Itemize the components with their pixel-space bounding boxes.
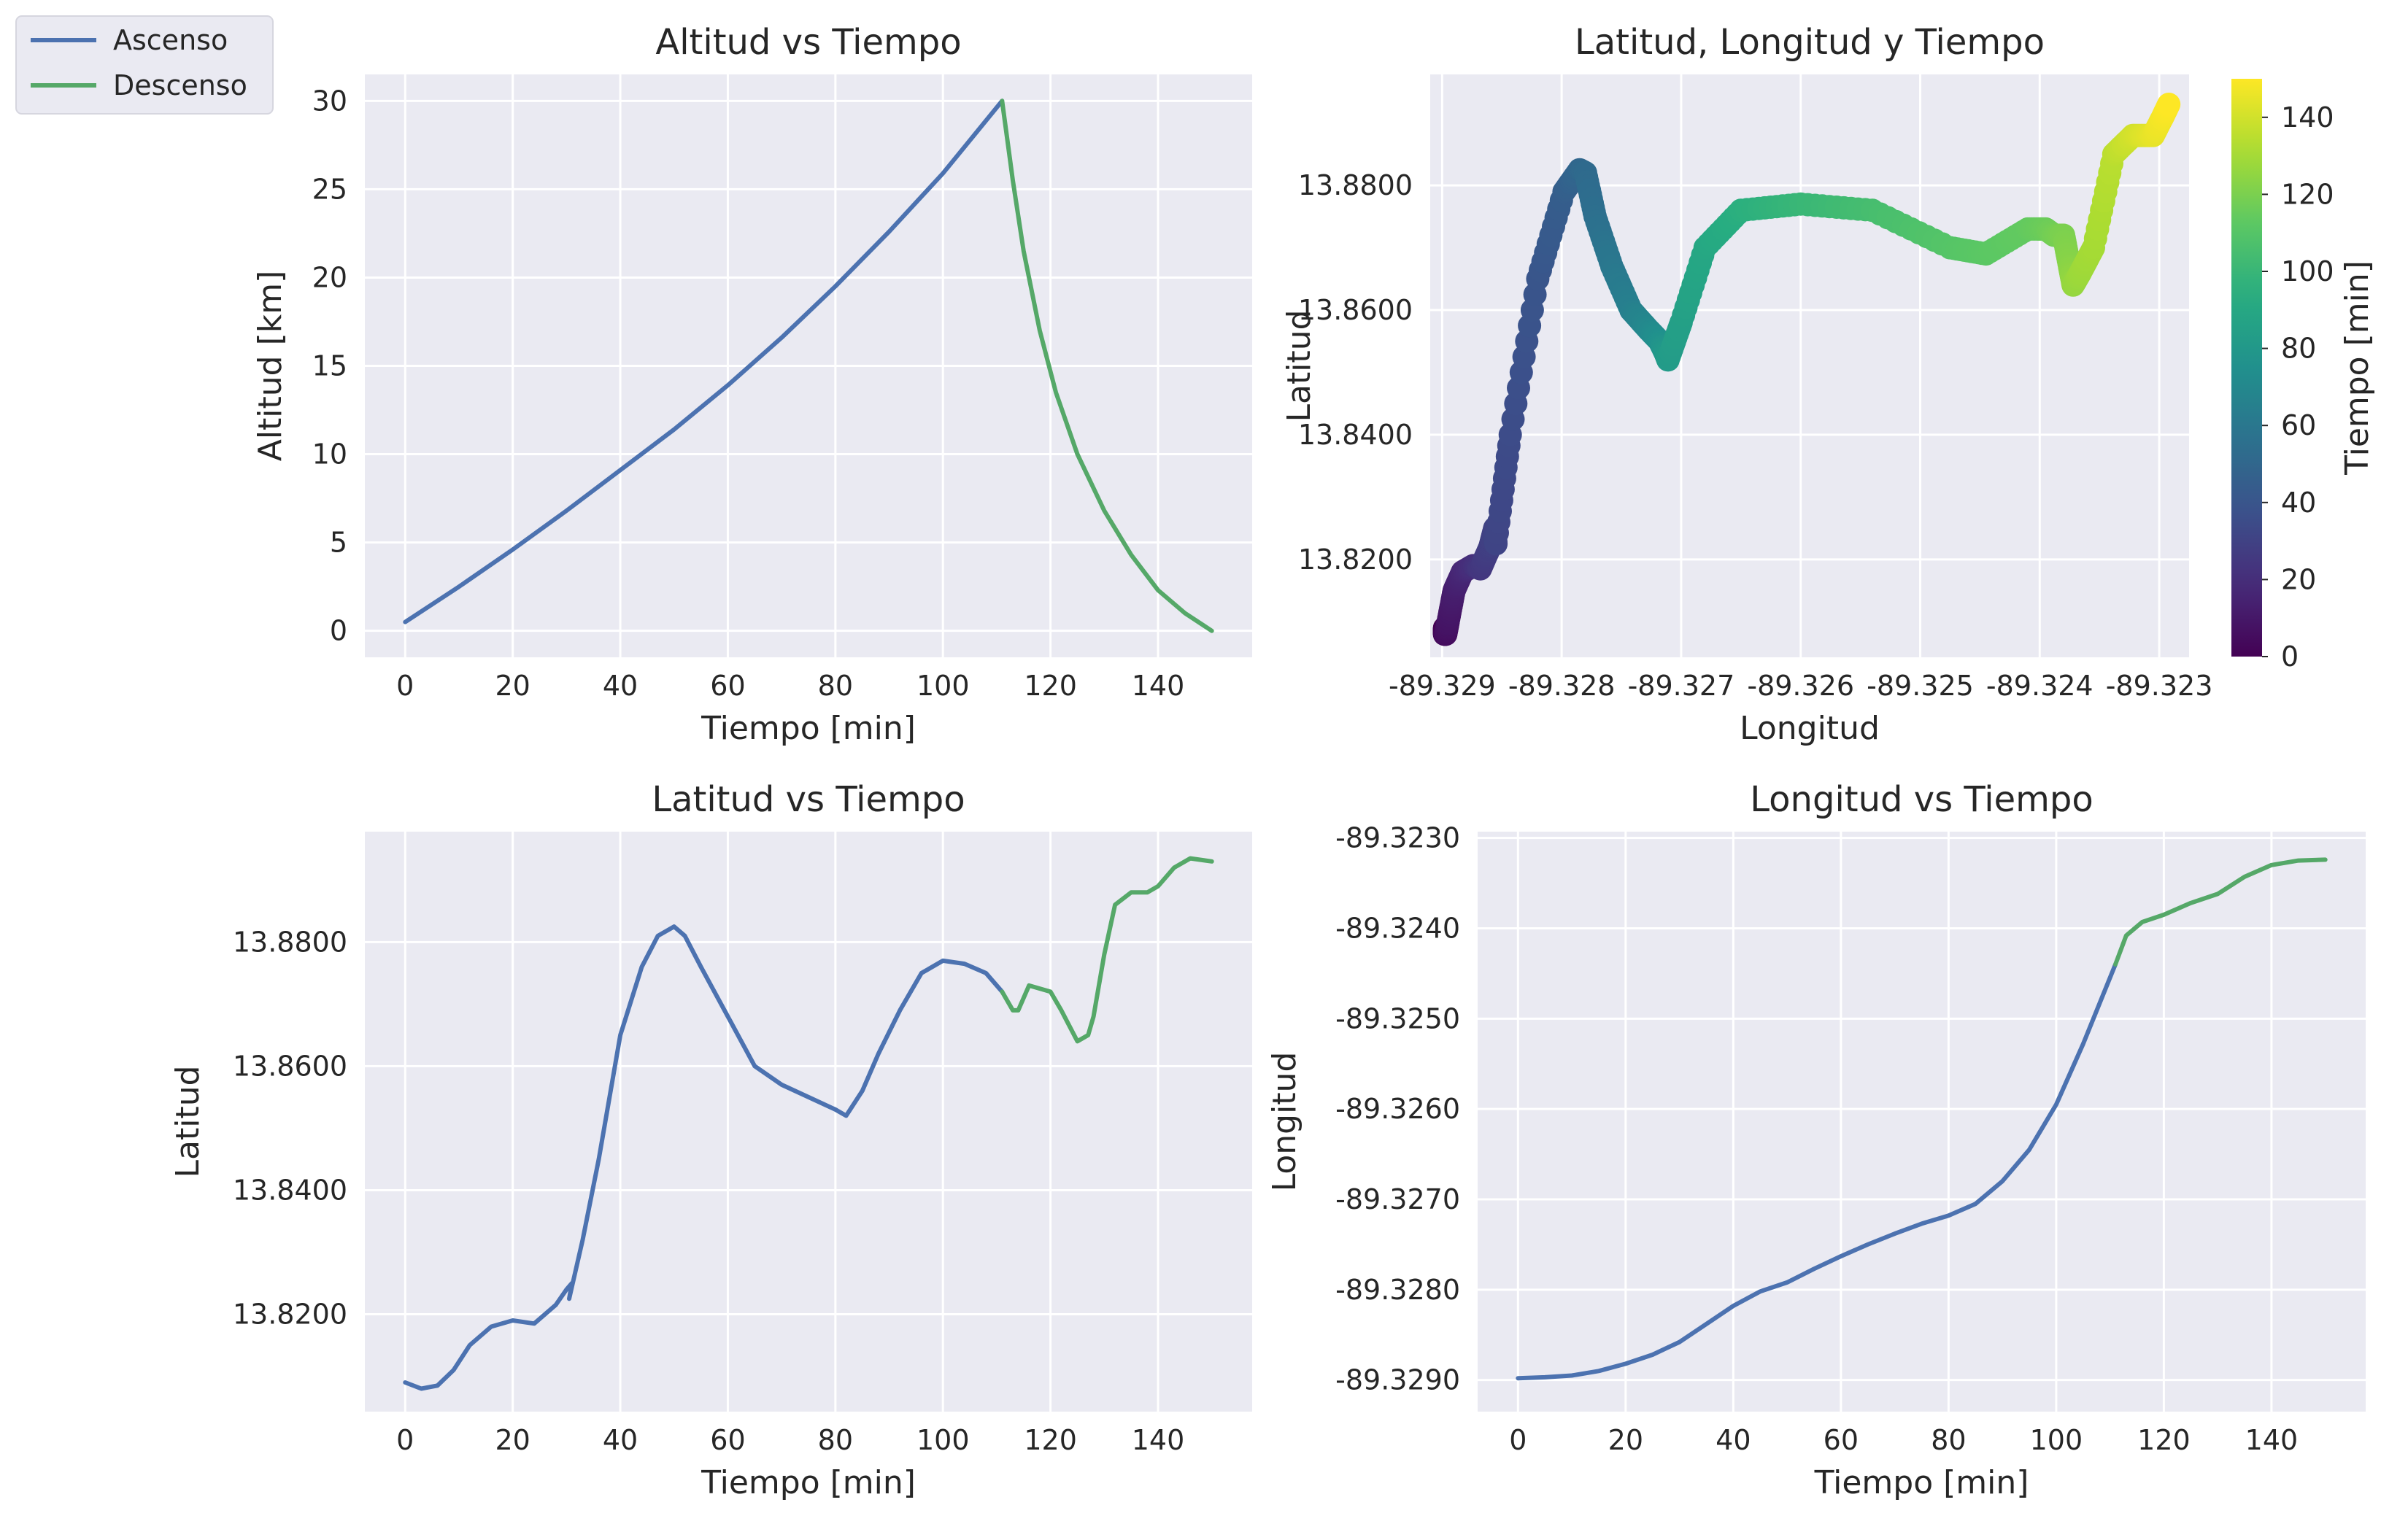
series-line-descenso: [2113, 857, 2328, 967]
series-line-ascenso: [403, 924, 1005, 1391]
series-line-ascenso: [1516, 962, 2118, 1381]
x-tick-label: 40: [603, 1424, 638, 1456]
x-tick-label: -89.329: [1389, 670, 1496, 702]
x-tick-label: 100: [916, 670, 970, 702]
x-tick-label: 60: [1824, 1424, 1859, 1456]
x-tick-label: -89.324: [1986, 670, 2094, 702]
x-tick-label: -89.326: [1747, 670, 1854, 702]
plot-area: [1478, 832, 2366, 1412]
x-tick-label: 0: [1509, 1424, 1527, 1456]
y-tick-label: 20: [312, 261, 347, 293]
x-tick-label: 20: [1608, 1424, 1643, 1456]
y-tick-label: 13.8200: [233, 1299, 347, 1331]
colorbar-tick-label: 20: [2281, 563, 2316, 595]
legend-label: Descenso: [113, 69, 247, 101]
x-tick-label: 120: [1024, 670, 1077, 702]
colorbar-tick-label: 80: [2281, 333, 2316, 365]
legend: Ascenso Descenso: [15, 15, 274, 115]
chart-title: Altitud vs Tiempo: [655, 22, 961, 63]
colorbar-tick-label: 140: [2281, 101, 2334, 134]
y-axis-label: Altitud [km]: [252, 271, 289, 462]
y-tick-label: -89.3250: [1335, 1002, 1460, 1034]
x-tick-label: 100: [916, 1424, 970, 1456]
y-axis-label: Latitud: [1281, 309, 1318, 422]
scatter-point: [2157, 93, 2181, 116]
x-tick-label: -89.328: [1508, 670, 1616, 702]
y-axis-label: Longitud: [1266, 1052, 1303, 1192]
y-tick-label: -89.3270: [1335, 1183, 1460, 1215]
x-tick-label: 140: [2245, 1424, 2299, 1456]
chart-longitud: 0 20 40 60 80 100 120 140 -89.3290 -89.3280 -89.32…: [1266, 779, 2366, 1501]
chart-title: Latitud, Longitud y Tiempo: [1575, 22, 2045, 63]
chart-latlon: -89.329 -89.328 -89.327 -89.326 -89.325 -89.3…: [1281, 22, 2376, 747]
legend-label: Ascenso: [113, 24, 228, 56]
x-tick-label: 40: [603, 670, 638, 702]
x-tick-label: 140: [1132, 670, 1185, 702]
y-tick-label: -89.3280: [1335, 1274, 1460, 1306]
y-tick-label: -89.3260: [1335, 1093, 1460, 1125]
x-tick-label: 80: [818, 1424, 853, 1456]
y-tick-label: 13.8800: [233, 926, 347, 958]
x-tick-label: 140: [1132, 1424, 1185, 1456]
y-tick-label: 10: [312, 438, 347, 471]
y-tick-label: 5: [330, 527, 347, 559]
colorbar: 0 20 40 60 80 100 120 140 Tiempo [min]: [2231, 79, 2376, 673]
y-tick-label: 13.8600: [233, 1050, 347, 1082]
x-tick-label: 80: [818, 670, 853, 702]
x-tick-label: 20: [495, 670, 530, 702]
colorbar-tick-label: 60: [2281, 409, 2316, 441]
y-tick-label: 13.8600: [1298, 294, 1413, 326]
x-tick-label: 120: [2137, 1424, 2191, 1456]
y-tick-label: 13.8400: [1298, 419, 1413, 451]
x-axis-label: Tiempo [min]: [1814, 1464, 2029, 1501]
x-tick-label: 100: [2030, 1424, 2083, 1456]
y-tick-label: 0: [330, 615, 347, 647]
y-axis-label: Latitud: [169, 1065, 207, 1177]
y-tick-label: 15: [312, 350, 347, 382]
x-axis-label: Tiempo [min]: [701, 1464, 916, 1501]
x-tick-label: 20: [495, 1424, 530, 1456]
x-tick-label: -89.327: [1628, 670, 1735, 702]
x-axis-label: Tiempo [min]: [701, 710, 916, 747]
series-line-descenso: [1000, 856, 1214, 1044]
x-tick-label: 60: [710, 670, 745, 702]
x-axis-label: Longitud: [1740, 710, 1880, 747]
x-tick-label: 0: [396, 1424, 414, 1456]
x-tick-label: -89.325: [1867, 670, 1974, 702]
colorbar-tick-label: 40: [2281, 487, 2316, 519]
colorbar-tick-label: 0: [2281, 641, 2299, 673]
series-line-ascenso: [403, 98, 1005, 624]
series-line-descenso: [1000, 98, 1214, 633]
chart-title: Longitud vs Tiempo: [1750, 779, 2093, 820]
y-tick-label: -89.3230: [1335, 822, 1460, 854]
x-tick-label: 0: [396, 670, 414, 702]
y-tick-label: 13.8800: [1298, 169, 1413, 201]
chart-altitud: 0 20 40 60 80 100 120 140 0 5 10 15 20 25 30 Altitud vs…: [252, 22, 1252, 747]
colorbar-label: Tiempo [min]: [2339, 260, 2376, 476]
x-tick-label: 60: [710, 1424, 745, 1456]
plot-area: [1430, 74, 2189, 657]
y-tick-label: 30: [312, 85, 347, 117]
colorbar-tick-label: 120: [2281, 178, 2334, 210]
x-tick-label: -89.323: [2106, 670, 2213, 702]
y-tick-label: -89.3240: [1335, 913, 1460, 945]
y-tick-label: 13.8400: [233, 1174, 347, 1206]
x-tick-label: 40: [1716, 1424, 1751, 1456]
y-tick-label: -89.3290: [1335, 1364, 1460, 1396]
y-tick-label: 13.8200: [1298, 543, 1413, 576]
colorbar-gradient: [2231, 79, 2262, 657]
x-tick-label: 120: [1024, 1424, 1077, 1456]
chart-latitud: 0 20 40 60 80 100 120 140 13.8200 13.8400 13.8600 1…: [169, 779, 1252, 1501]
colorbar-tick-label: 100: [2281, 255, 2334, 287]
x-tick-label: 80: [1931, 1424, 1966, 1456]
y-tick-label: 25: [312, 173, 347, 205]
chart-title: Latitud vs Tiempo: [652, 779, 965, 820]
